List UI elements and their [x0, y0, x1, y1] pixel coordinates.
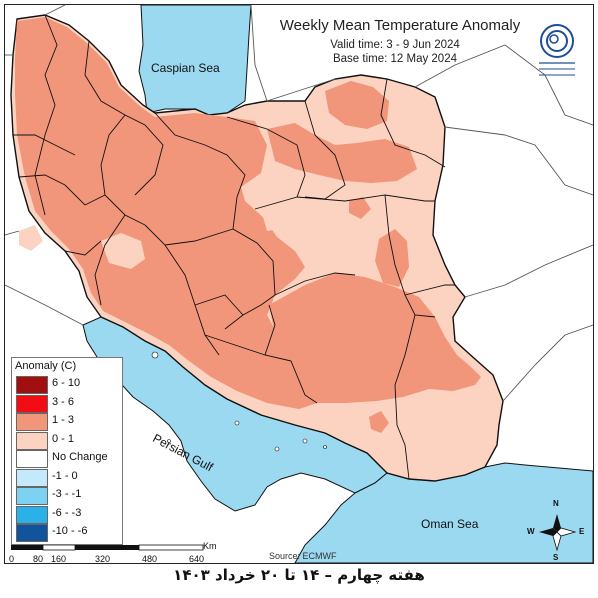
anomaly-zone-center: [349, 197, 371, 219]
compass-n: N: [553, 499, 559, 508]
scale-labels: 0 80 160 320 480 640 Km: [9, 541, 221, 564]
scale-tick-1: 80: [33, 554, 44, 564]
legend-swatch: [16, 376, 48, 394]
legend-item: -1 - 0: [16, 468, 120, 487]
legend-item: No Change: [16, 450, 120, 468]
legend-item: -3 - -1: [16, 487, 120, 505]
map-title: Weekly Mean Temperature Anomaly: [279, 17, 521, 34]
valid-time: Valid time: 3 - 9 Jun 2024: [330, 39, 460, 51]
compass-s: S: [553, 553, 559, 562]
scale-tick-4: 480: [142, 554, 158, 564]
compass-rose: [539, 514, 577, 552]
base-time: Base time: 12 May 2024: [332, 53, 457, 65]
legend-item: -10 - -6: [16, 524, 120, 542]
scale-tick-3: 320: [95, 554, 111, 564]
scale-bar: [11, 544, 204, 551]
legend-swatch: [16, 394, 48, 413]
compass-e: E: [579, 527, 585, 536]
logo: [539, 24, 575, 76]
anomaly-zone-west-light-2: [19, 225, 43, 251]
province-borders: [13, 14, 455, 480]
anomaly-zone-southeast: [369, 411, 389, 433]
legend-label: 3 - 6: [52, 395, 75, 408]
anomaly-zone-west: [15, 17, 317, 409]
anomaly-zone-east: [375, 229, 409, 287]
oman-sea-label: Oman Sea: [421, 517, 479, 531]
scale-tick-0: 0: [9, 554, 15, 564]
anomaly-zone-south: [269, 273, 481, 403]
legend-label: -10 - -6: [52, 525, 88, 537]
legend-label: -6 - -3: [52, 506, 82, 519]
legend-item: 1 - 3: [16, 413, 120, 431]
caspian-sea-label: Caspian Sea: [151, 61, 220, 75]
anomaly-zone-west-light-3: [263, 215, 281, 231]
anomaly-zone-west-light-1: [101, 233, 145, 269]
legend-label: 1 - 3: [52, 414, 75, 426]
legend-item: 6 - 10: [16, 376, 120, 394]
scale-unit: Km: [203, 541, 217, 551]
anomaly-zone-northeast: [325, 81, 389, 129]
persian-caption: هفته چهارم – ۱۴ تا ۲۰ خرداد ۱۴۰۳: [173, 566, 425, 584]
compass-w: W: [527, 527, 535, 536]
scale-tick-2: 160: [51, 554, 67, 564]
legend-label: No Change: [52, 451, 108, 463]
source-label: Source: ECMWF: [269, 551, 337, 561]
legend-swatch: [16, 450, 48, 468]
legend-label: -1 - 0: [52, 469, 78, 482]
legend-swatch: [16, 413, 48, 431]
legend-label: -3 - -1: [52, 488, 82, 500]
caspian-sea: [138, 5, 252, 116]
anomaly-map: [5, 5, 593, 563]
gulf-islands: [151, 351, 327, 452]
legend-item: -6 - -3: [16, 505, 120, 524]
legend-label: 6 - 10: [52, 377, 81, 389]
legend-swatch: [16, 468, 48, 487]
legend-label: 0 - 1: [52, 432, 75, 445]
scale-tick-5: 640: [189, 554, 205, 564]
legend-item: 3 - 6: [16, 394, 120, 413]
legend-item: 0 - 1: [16, 431, 120, 450]
legend-swatch: [16, 431, 48, 450]
legend-swatch: [16, 524, 48, 542]
anomaly-zone-north: [267, 123, 417, 183]
legend-swatch: [16, 505, 48, 524]
legend-swatch: [16, 487, 48, 505]
map-frame: Weekly Mean Temperature Anomaly Valid ti…: [4, 4, 594, 564]
legend: Anomaly (C) 6 - 10 3 - 6 1 - 3 0 - 1 No Chan…: [11, 357, 123, 545]
neighbor-borders: [5, 5, 593, 402]
legend-title: Anomaly (C): [15, 360, 77, 372]
